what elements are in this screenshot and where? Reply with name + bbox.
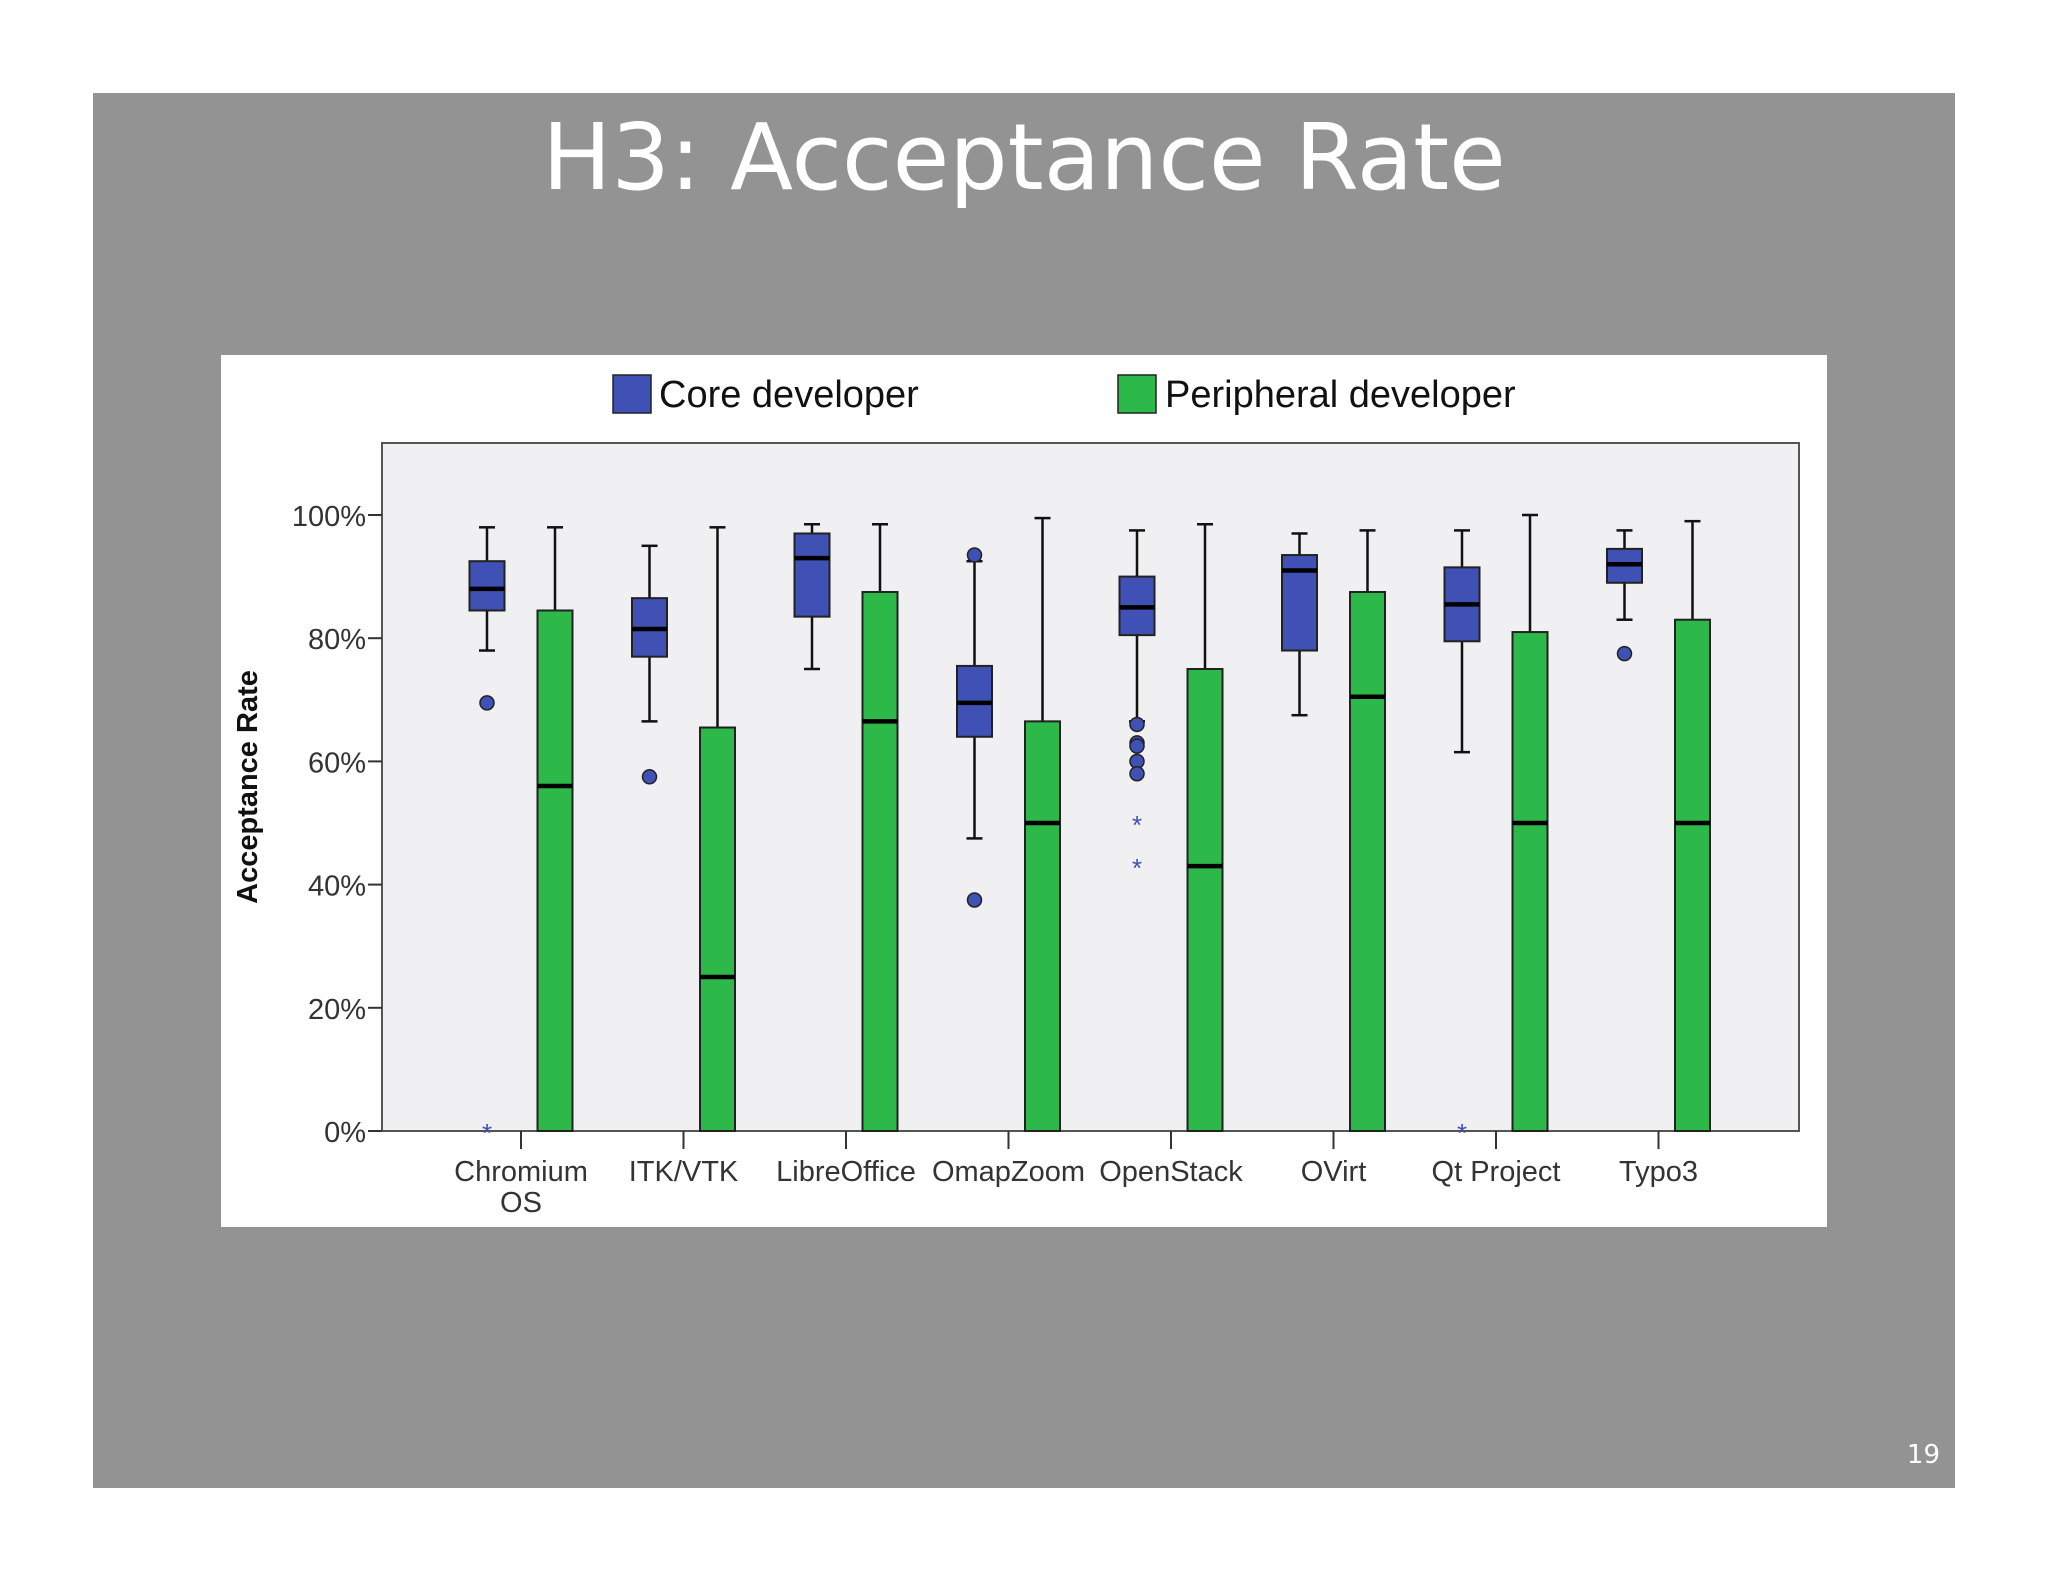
box: [468, 560, 506, 612]
box: [1186, 668, 1224, 1132]
outlier-point: [966, 892, 983, 908]
extreme-point: *: [482, 1118, 492, 1148]
box: [793, 532, 831, 618]
box: [861, 591, 899, 1132]
legend-swatch: [612, 374, 652, 414]
legend-label: Peripheral developer: [1165, 374, 1516, 416]
outlier-point: [1129, 716, 1145, 733]
outlier-point: [641, 769, 658, 785]
plot-area: [381, 442, 1800, 1132]
box: [1024, 720, 1061, 1132]
outlier-point: [1129, 738, 1145, 754]
outlier-point: [1616, 645, 1633, 662]
x-tick-label: OmapZoom: [932, 1156, 1085, 1188]
extreme-point: *: [1132, 810, 1142, 840]
x-tick-label: Qt Project: [1432, 1156, 1561, 1188]
x-tick-label: ITK/VTK: [629, 1156, 739, 1188]
x-tick-label: Chromium: [454, 1156, 588, 1188]
extreme-point: *: [1457, 1118, 1467, 1148]
y-tick-label: 40%: [308, 871, 366, 903]
box: [1674, 618, 1711, 1132]
page-number: 19: [1906, 1440, 1940, 1470]
box: [1511, 631, 1549, 1132]
y-tick-label: 60%: [308, 747, 366, 779]
y-tick-label: 20%: [308, 994, 366, 1026]
box: [1349, 591, 1386, 1132]
slide-title: H3: Acceptance Rate: [542, 104, 1506, 211]
legend-swatch: [1117, 374, 1157, 414]
y-axis-title: Acceptance Rate: [232, 670, 264, 904]
outlier-point: [479, 695, 495, 711]
extreme-point: *: [1132, 853, 1142, 883]
y-tick-label: 0%: [324, 1117, 366, 1149]
x-tick-label: LibreOffice: [776, 1156, 916, 1188]
x-tick-label: OVirt: [1301, 1156, 1367, 1188]
box: [536, 609, 574, 1133]
x-tick-label: OS: [500, 1187, 542, 1219]
boxplot-chart: Core developer Peripheral developer 0% 20% 4…: [232, 374, 1800, 1219]
box: [699, 726, 736, 1132]
x-tick-label: Typo3: [1619, 1156, 1698, 1188]
outlier-point: [966, 547, 983, 563]
y-tick-label: 100%: [292, 501, 366, 533]
x-tick-label: OpenStack: [1099, 1156, 1243, 1188]
legend-label: Core developer: [659, 374, 919, 416]
outlier-point: [1129, 765, 1145, 782]
chart-panel: Core developer Peripheral developer 0% 20% 4…: [221, 355, 1827, 1227]
y-tick-label: 80%: [308, 624, 366, 656]
